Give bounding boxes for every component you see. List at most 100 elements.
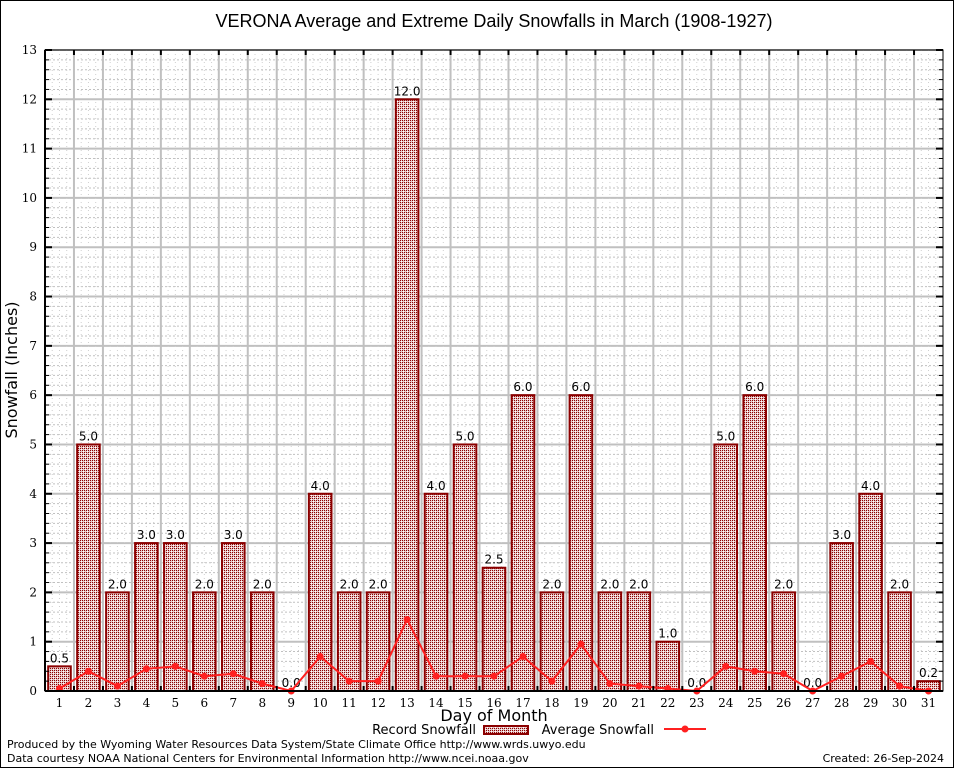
bar-value-label: 2.0 [253,577,272,591]
bar-value-label: 6.0 [571,380,590,394]
y-tick-label: 6 [29,388,37,402]
record-bar [394,98,420,693]
bar-value-label: 2.0 [340,577,359,591]
x-tick-label: 3 [114,696,122,710]
record-bar [539,591,565,693]
average-point [200,672,208,680]
x-tick-label: 14 [428,696,444,710]
bar-value-label: 2.0 [600,577,619,591]
record-bar [76,443,101,693]
y-tick-label: 3 [29,536,37,550]
x-tick-label: 20 [602,696,617,710]
chart-title: VERONA Average and Extreme Daily Snowfal… [216,11,773,31]
x-tick-label: 25 [747,696,762,710]
average-point [548,677,556,685]
bars [47,98,941,693]
x-tick-label: 9 [287,696,295,710]
bar-value-label: 2.0 [774,577,793,591]
average-point [374,677,382,685]
record-bar [742,394,768,692]
legend-swatch-average-marker [681,725,689,733]
average-point [432,672,440,680]
bar-value-label: 3.0 [166,528,185,542]
x-tick-label: 24 [718,696,734,710]
average-point [896,682,904,690]
bar-value-label: 2.0 [542,577,561,591]
bar-value-label: 5.0 [716,429,735,443]
average-point [490,672,498,680]
y-tick-label: 2 [29,585,37,599]
x-tick-label: 15 [457,696,472,710]
bar-value-label: 2.0 [195,577,214,591]
record-bar [829,542,854,692]
x-tick-label: 22 [660,696,675,710]
bar-value-label: 5.0 [79,429,98,443]
footer-producer: Produced by the Wyoming Water Resources … [7,738,586,751]
bar-value-label: 6.0 [513,380,532,394]
x-tick-label: 19 [573,696,588,710]
average-point [635,682,643,690]
record-bar [510,394,536,692]
average-point [84,667,92,675]
record-bar [220,542,246,692]
x-tick-labels: 1 2 3 4 5 6 7 8 9 10 11 12 13 14 15 16 17 18 19 20 21 22 23 24 2… [56,696,936,710]
average-point [142,665,150,673]
average-point [403,616,411,624]
legend-label-record: Record Snowfall [372,723,476,738]
average-point [838,672,846,680]
legend-swatch-record [483,725,529,735]
x-tick-label: 31 [921,696,936,710]
bar-value-label: 0.2 [919,666,938,680]
y-tick-label: 9 [29,240,37,254]
bar-value-label: 3.0 [137,528,156,542]
bar-value-label: 6.0 [745,380,764,394]
y-tick-label: 13 [22,43,37,57]
average-point [345,677,353,685]
bar-value-label: 0.5 [50,651,69,665]
average-point [606,680,614,688]
bar-value-label: 4.0 [311,479,330,493]
x-tick-label: 6 [201,696,209,710]
average-point [519,652,527,660]
bar-value-label: 2.0 [890,577,909,591]
record-bar [307,492,333,692]
average-point [751,667,759,675]
bar-value-label: 12.0 [394,84,421,98]
record-bar [626,591,652,693]
x-tick-label: 11 [342,696,357,710]
bar-value-label: 5.0 [455,429,474,443]
record-bar [713,443,739,693]
x-tick-label: 29 [863,696,878,710]
average-point [867,657,875,665]
record-bar [365,591,391,693]
bar-value-label: 4.0 [861,479,880,493]
record-bar [452,443,478,693]
y-tick-label: 10 [22,191,37,205]
record-bar [481,566,507,693]
x-tick-label: 23 [689,696,704,710]
record-bar [249,591,275,693]
footer-data-source: Data courtesy NOAA National Centers for … [7,752,529,765]
x-tick-label: 27 [805,696,820,710]
average-point [316,652,324,660]
record-bar [655,640,681,693]
x-tick-label: 2 [85,696,93,710]
x-tick-label: 28 [834,696,849,710]
x-tick-label: 26 [776,696,791,710]
x-tick-label: 17 [515,696,530,710]
bar-value-label: 2.0 [629,577,648,591]
average-point [577,640,585,648]
y-tick-label: 0 [29,684,37,698]
bar-value-label: 3.0 [832,528,851,542]
average-line [55,616,933,695]
bar-labels: 0.5 5.0 2.0 3.0 3.0 2.0 3.0 2.0 0.0 4.0 2.0 2.0 12.0… [50,84,938,690]
average-point [229,670,237,678]
bar-value-label: 0.0 [803,676,822,690]
bar-value-label: 2.0 [108,577,127,591]
bar-value-label: 4.0 [427,479,446,493]
x-tick-label: 4 [143,696,151,710]
x-axis-label: Day of Month [440,706,547,725]
footer-created: Created: 26-Sep-2024 [823,752,944,765]
